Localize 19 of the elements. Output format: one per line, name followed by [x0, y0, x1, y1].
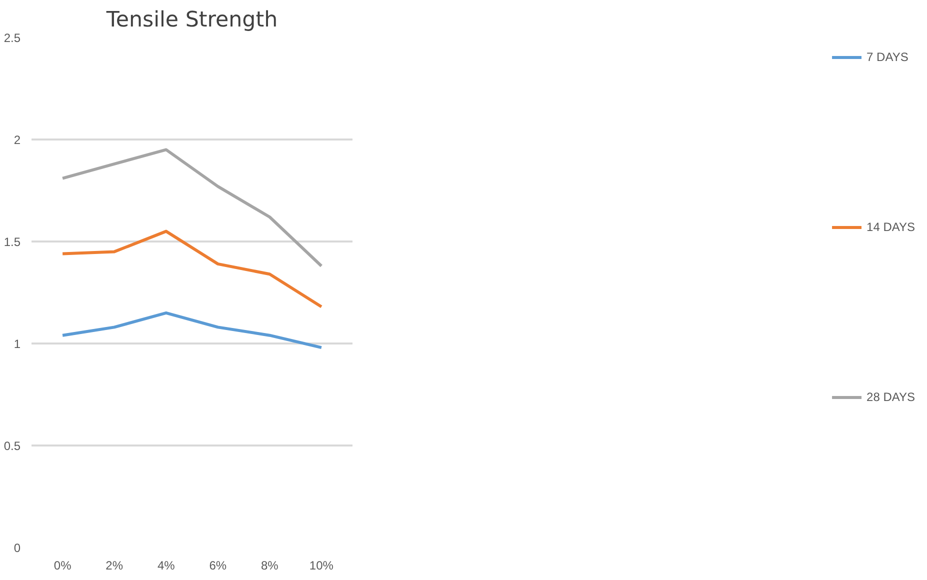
line-series [61, 148, 323, 268]
legend-label: 7 DAYS [866, 50, 908, 64]
x-tick-label: 10% [309, 558, 334, 572]
legend-label: 28 DAYS [866, 390, 915, 404]
line-series [61, 311, 323, 350]
chart-title: Tensile Strength [105, 8, 278, 32]
y-tick-label: 0.5 [4, 439, 21, 453]
y-tick-label: 1.5 [4, 235, 21, 249]
x-tick-label: 0% [54, 558, 72, 572]
line-series [61, 230, 323, 308]
x-tick-label: 6% [209, 558, 227, 572]
x-tick-label: 2% [106, 558, 124, 572]
y-tick-label: 0 [14, 541, 21, 555]
x-tick-label: 4% [157, 558, 176, 572]
x-tick-label: 8% [260, 558, 279, 572]
y-tick-label: 1 [14, 337, 21, 351]
y-tick-label: 2.5 [4, 31, 21, 45]
y-tick-label: 2 [14, 133, 21, 147]
legend-label: 14 DAYS [866, 220, 915, 234]
